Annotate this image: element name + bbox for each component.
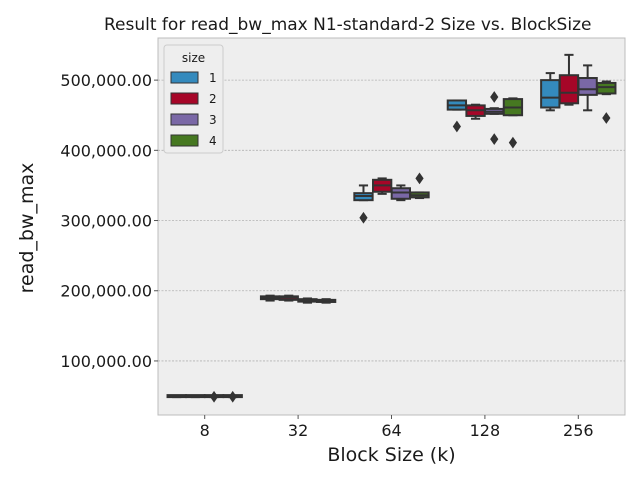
outlier-point <box>490 91 499 103</box>
y-axis-label: read_bw_max <box>16 163 38 294</box>
x-axis-label: Block Size (k) <box>327 444 455 466</box>
legend-item-size-1: 1 <box>170 71 217 85</box>
box-8-size-3 <box>203 390 225 403</box>
y-tick-label: 400,000.00 <box>60 141 152 160</box>
boxes-layer <box>166 53 617 403</box>
box-128-size-3 <box>484 91 505 145</box>
outlier-point <box>209 390 219 403</box>
box-iqr <box>577 77 598 96</box>
x-tick-label: 256 <box>563 421 594 440</box>
box-256-size-1 <box>540 72 561 112</box>
outlier-point <box>415 172 424 185</box>
box-iqr <box>558 74 580 105</box>
y-ticks: 100,000.00 200,000.00 300,000.00 400,000.00… <box>60 71 158 371</box>
box-iqr <box>540 79 561 109</box>
outlier-point <box>452 120 461 133</box>
box-iqr <box>390 187 411 200</box>
legend-swatch <box>170 113 199 126</box>
box-8-size-1 <box>166 394 187 399</box>
legend-swatch <box>170 134 199 147</box>
box-256-size-2 <box>558 53 580 106</box>
x-tick-label: 32 <box>288 421 308 440</box>
legend-label: 4 <box>209 134 217 148</box>
legend-title: size <box>182 51 205 65</box>
box-iqr <box>596 81 617 95</box>
box-32-size-3 <box>297 297 318 304</box>
legend-label: 3 <box>209 113 217 127</box>
outlier-point <box>228 390 237 403</box>
chart-title: Result for read_bw_max N1-standard-2 Siz… <box>104 15 591 35</box>
y-tick-label: 200,000.00 <box>60 282 152 301</box>
y-tick-label: 500,000.00 <box>60 71 152 90</box>
box-256-size-4 <box>596 80 617 124</box>
box-32-size-1 <box>259 294 281 302</box>
box-8-size-2 <box>185 394 206 399</box>
box-32-size-2 <box>278 294 299 302</box>
box-64-size-4 <box>409 172 430 200</box>
legend-entries: 1 2 3 4 <box>170 71 217 148</box>
box-64-size-3 <box>390 184 411 202</box>
x-ticks: 8 32 64 128 256 <box>200 415 594 440</box>
x-tick-label: 128 <box>470 421 501 440</box>
legend-item-size-3: 3 <box>170 113 217 127</box>
legend-swatch <box>170 92 199 105</box>
legend-item-size-4: 4 <box>170 134 217 148</box>
outlier-point <box>490 133 499 145</box>
legend-label: 2 <box>209 92 217 106</box>
outlier-point <box>359 211 368 224</box>
legend: size 1 2 3 4 <box>163 44 224 154</box>
legend-item-size-2: 2 <box>170 92 217 106</box>
box-32-size-4 <box>315 298 337 304</box>
outlier-point <box>508 136 518 149</box>
x-tick-label: 8 <box>200 421 210 440</box>
box-128-size-4 <box>502 97 524 149</box>
outlier-point <box>602 112 611 124</box>
legend-label: 1 <box>209 71 217 85</box>
x-tick-label: 64 <box>381 421 401 440</box>
box-64-size-2 <box>372 177 393 195</box>
box-128-size-2 <box>465 103 486 120</box>
legend-swatch <box>170 71 199 84</box>
box-8-size-4 <box>222 390 243 403</box>
box-64-size-1 <box>353 184 374 224</box>
y-tick-label: 300,000.00 <box>60 212 152 231</box>
y-tick-label: 100,000.00 <box>60 352 152 371</box>
